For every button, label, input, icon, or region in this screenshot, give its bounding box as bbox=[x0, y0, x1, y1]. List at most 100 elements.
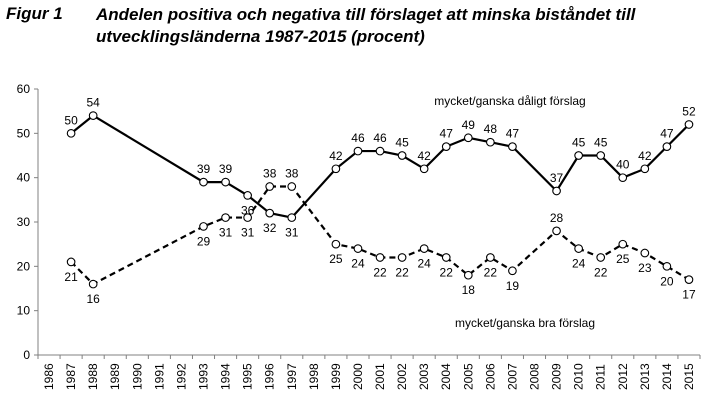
y-tick-label: 10 bbox=[17, 304, 31, 318]
data-label: 47 bbox=[440, 127, 454, 141]
x-tick-label: 1989 bbox=[108, 363, 122, 390]
data-label: 22 bbox=[484, 265, 498, 279]
data-label: 45 bbox=[594, 136, 608, 150]
x-tick-label: 1994 bbox=[219, 363, 233, 390]
data-point bbox=[243, 191, 252, 200]
data-label: 40 bbox=[616, 158, 630, 172]
x-tick-label: 1998 bbox=[307, 363, 321, 390]
data-label: 47 bbox=[660, 127, 674, 141]
data-point bbox=[662, 261, 672, 271]
x-tick-label: 1996 bbox=[263, 363, 277, 390]
data-point bbox=[552, 186, 561, 196]
x-tick-label: 2002 bbox=[395, 363, 409, 390]
data-point bbox=[574, 151, 583, 160]
series-name-negative: mycket/ganska dåligt förslag bbox=[434, 94, 585, 108]
data-label: 45 bbox=[395, 136, 409, 150]
data-point bbox=[199, 177, 208, 187]
data-label: 29 bbox=[197, 234, 211, 248]
data-label: 54 bbox=[86, 96, 100, 110]
x-tick-label: 1992 bbox=[174, 363, 188, 390]
data-label: 38 bbox=[285, 167, 299, 181]
data-point bbox=[353, 146, 363, 156]
x-tick-label: 1987 bbox=[64, 363, 78, 390]
chart-title: Andelen positiva och negativa till försl… bbox=[96, 5, 636, 46]
data-label: 50 bbox=[64, 113, 78, 127]
data-point bbox=[441, 253, 451, 262]
data-label: 25 bbox=[616, 252, 630, 266]
data-point bbox=[419, 164, 429, 174]
data-point bbox=[88, 279, 98, 289]
data-label: 18 bbox=[462, 283, 476, 297]
data-label: 39 bbox=[219, 162, 233, 176]
data-label: 22 bbox=[395, 265, 409, 279]
data-label: 45 bbox=[572, 136, 586, 150]
data-point bbox=[331, 239, 341, 249]
y-tick-label: 50 bbox=[17, 126, 31, 140]
x-tick-label: 2011 bbox=[594, 364, 608, 390]
data-label: 31 bbox=[219, 226, 233, 240]
data-point bbox=[684, 275, 694, 284]
x-tick-label: 1990 bbox=[130, 363, 144, 390]
x-tick-label: 2013 bbox=[638, 363, 652, 390]
data-label: 31 bbox=[285, 226, 299, 240]
data-point bbox=[508, 266, 517, 276]
data-label: 32 bbox=[263, 221, 277, 235]
y-tick-label: 60 bbox=[17, 82, 31, 96]
data-point bbox=[66, 257, 76, 267]
data-label: 22 bbox=[594, 265, 608, 279]
x-tick-label: 2006 bbox=[483, 363, 497, 390]
data-label: 31 bbox=[241, 226, 255, 240]
x-tick-label: 2004 bbox=[439, 363, 453, 390]
data-label: 38 bbox=[263, 167, 277, 181]
data-label: 28 bbox=[550, 211, 564, 225]
data-point bbox=[199, 222, 208, 231]
data-point bbox=[353, 244, 363, 253]
data-point bbox=[463, 133, 473, 143]
series-name-positive: mycket/ganska bra förslag bbox=[455, 316, 595, 330]
data-point bbox=[596, 151, 606, 160]
data-label: 48 bbox=[484, 122, 498, 136]
data-point bbox=[441, 142, 451, 151]
data-point bbox=[287, 182, 297, 191]
x-tick-label: 1986 bbox=[42, 363, 56, 390]
data-point bbox=[397, 151, 407, 160]
data-label: 46 bbox=[373, 131, 387, 145]
data-label: 24 bbox=[351, 257, 365, 271]
x-tick-label: 1991 bbox=[152, 363, 166, 390]
x-tick-label: 2001 bbox=[373, 363, 387, 390]
x-tick-label: 1997 bbox=[285, 363, 299, 390]
data-label: 46 bbox=[351, 131, 365, 145]
data-label: 17 bbox=[682, 288, 696, 302]
data-point bbox=[640, 248, 650, 258]
data-label: 42 bbox=[638, 149, 652, 163]
x-tick-label: 2005 bbox=[461, 363, 475, 390]
data-label: 49 bbox=[462, 118, 476, 132]
x-tick-label: 1999 bbox=[329, 363, 343, 390]
data-point bbox=[375, 146, 385, 156]
data-point bbox=[397, 253, 407, 262]
data-label: 39 bbox=[197, 162, 211, 176]
data-label: 25 bbox=[329, 252, 343, 266]
data-label: 36 bbox=[241, 203, 255, 217]
data-label: 22 bbox=[373, 265, 387, 279]
x-tick-label: 2003 bbox=[417, 363, 431, 390]
figure-label: Figur 1 bbox=[6, 4, 63, 23]
data-label: 23 bbox=[638, 261, 652, 275]
data-label: 20 bbox=[660, 274, 674, 288]
y-tick-label: 20 bbox=[17, 259, 31, 273]
data-label: 22 bbox=[440, 265, 454, 279]
data-label: 52 bbox=[682, 104, 696, 118]
x-tick-label: 2008 bbox=[528, 363, 542, 390]
data-point bbox=[662, 142, 672, 151]
data-point bbox=[331, 164, 341, 174]
data-point bbox=[375, 253, 385, 262]
x-tick-label: 2009 bbox=[550, 363, 564, 390]
data-point bbox=[221, 213, 230, 222]
data-label: 42 bbox=[329, 149, 343, 163]
data-point bbox=[221, 177, 230, 187]
data-point bbox=[463, 270, 473, 280]
data-point bbox=[508, 142, 517, 151]
x-tick-label: 2000 bbox=[351, 363, 365, 390]
x-tick-label: 2015 bbox=[682, 363, 696, 390]
data-point bbox=[486, 253, 495, 262]
